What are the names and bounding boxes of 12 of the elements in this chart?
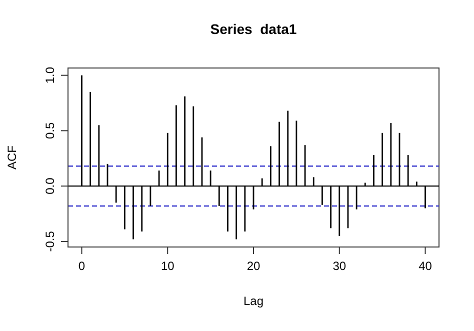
x-tick-label: 0: [78, 259, 86, 273]
x-tick-label: 10: [160, 259, 175, 273]
y-axis-title: ACF: [5, 146, 19, 170]
y-tick-label: -0.5: [43, 230, 57, 252]
x-tick-label: 40: [418, 259, 432, 273]
y-tick-label: 0.5: [43, 122, 57, 140]
x-tick-label: 30: [332, 259, 346, 273]
chart-title: Series data1: [210, 21, 297, 37]
x-axis-title: Lag: [243, 294, 264, 308]
x-tick-label: 20: [246, 259, 260, 273]
y-tick-label: 0.0: [43, 177, 57, 194]
y-tick-label: 1.0: [43, 66, 57, 84]
